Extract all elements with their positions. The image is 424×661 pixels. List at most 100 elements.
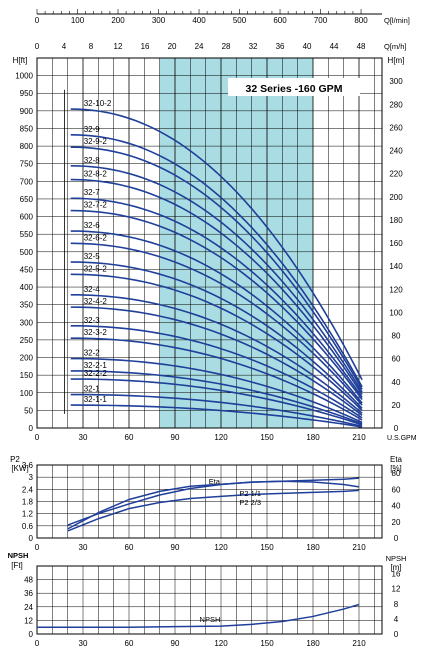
q-m3h-tick-label: 20 <box>168 42 177 51</box>
main-y-left-tick-label: 150 <box>20 371 34 380</box>
eta-y-right-label: Eta <box>390 455 403 464</box>
main-y-left-tick-label: 1000 <box>15 72 33 81</box>
main-y-right-label: H[m] <box>388 56 405 65</box>
q-m3h-tick-label: 0 <box>35 42 40 51</box>
p2-y-right-tick-label: 0 <box>394 534 399 543</box>
q-m3h-tick-label: 12 <box>114 42 123 51</box>
npsh-y-left-title: NPSH <box>8 551 29 560</box>
p2-y-left-tick-label: 2.4 <box>22 485 34 494</box>
npsh-x-tick-label: 60 <box>125 639 134 648</box>
series-label-32-1-1: 32-1-1 <box>84 395 108 404</box>
npsh-y-left-tick-label: 12 <box>24 616 33 625</box>
p2-y-left-tick-label: 0.6 <box>22 522 34 531</box>
series-label-32-7: 32-7 <box>84 188 101 197</box>
npsh-y-right-tick-label: 12 <box>392 585 401 594</box>
main-x-tick-label: 90 <box>171 433 180 442</box>
hq-curve-32-7-2 <box>70 209 363 400</box>
main-x-tick-label: 30 <box>79 433 88 442</box>
main-y-right-tick-label: 140 <box>389 262 403 271</box>
main-x-tick-label: 150 <box>260 433 274 442</box>
npsh-y-right-tick-label: 8 <box>394 600 399 609</box>
hq-curve-32-5-2 <box>70 273 363 411</box>
q-m3h-tick-label: 16 <box>141 42 150 51</box>
main-y-left-tick-label: 350 <box>20 301 34 310</box>
p2-y-right-tick-label: 40 <box>392 502 401 511</box>
series-label-32-1: 32-1 <box>84 385 101 394</box>
series-label-32-5: 32-5 <box>84 252 101 261</box>
hq-curve-32-2-2 <box>70 378 363 426</box>
q-m3h-tick-label: 36 <box>276 42 285 51</box>
main-y-right-tick-label: 60 <box>392 355 401 364</box>
npsh-y-left-tick-label: 48 <box>24 576 33 585</box>
p2-y-left-tick-label: 1.8 <box>22 498 34 507</box>
q-lmin-tick-label: 600 <box>273 16 287 25</box>
main-y-right-tick-label: 40 <box>392 378 401 387</box>
npsh-series-label: NPSH <box>200 615 221 624</box>
main-y-right-tick-label: 20 <box>392 401 401 410</box>
series-label-32-7-2: 32-7-2 <box>84 201 108 210</box>
main-y-right-tick-label: 220 <box>389 170 403 179</box>
p2-y-left-tick-label: 0 <box>29 534 34 543</box>
main-y-left-tick-label: 50 <box>24 406 33 415</box>
hq-curve-32-1-1 <box>70 404 363 428</box>
hq-curve-32-1 <box>70 393 363 428</box>
npsh-y-right-label: NPSH <box>386 554 407 563</box>
p2-x-tick-label: 0 <box>35 543 40 552</box>
hq-curve-32-4-2 <box>70 306 363 416</box>
p2-curve-Eta <box>67 480 360 526</box>
p2-x-tick-label: 60 <box>125 543 134 552</box>
main-y-right-tick-label: 180 <box>389 216 403 225</box>
series-label-32-9: 32-9 <box>84 125 101 134</box>
p2-x-tick-label: 180 <box>306 543 320 552</box>
main-y-right-tick-label: 260 <box>389 123 403 132</box>
q-lmin-tick-label: 100 <box>71 16 85 25</box>
npsh-x-tick-label: 120 <box>214 639 228 648</box>
hq-curve-32-4 <box>70 294 363 414</box>
p2-x-tick-label: 120 <box>214 543 228 552</box>
q-lmin-tick-label: 500 <box>233 16 247 25</box>
main-y-left-tick-label: 800 <box>20 142 34 151</box>
main-y-left-tick-label: 750 <box>20 160 34 169</box>
main-y-right-tick-label: 0 <box>394 424 399 433</box>
p2-y-right-tick-label: 80 <box>392 469 401 478</box>
npsh-x-tick-label: 180 <box>306 639 320 648</box>
main-y-left-tick-label: 650 <box>20 195 34 204</box>
npsh-x-tick-label: 0 <box>35 639 40 648</box>
hq-curve-32-8-2 <box>70 178 363 395</box>
main-y-left-tick-label: 550 <box>20 230 34 239</box>
main-y-right-tick-label: 160 <box>389 239 403 248</box>
main-y-left-label: H[ft] <box>13 56 28 65</box>
p2-plot-frame <box>36 464 383 539</box>
hq-curve-32-6-2 <box>70 242 363 406</box>
p2-y-left-label: P2 <box>10 455 20 464</box>
main-x-unit-label: U.S.GPM <box>387 435 417 442</box>
p2-x-tick-label: 30 <box>79 543 88 552</box>
hq-curve-32-5 <box>70 261 363 409</box>
main-x-tick-label: 120 <box>214 433 228 442</box>
npsh-curve <box>37 603 360 628</box>
hq-curve-32-6 <box>70 230 363 404</box>
series-label-32-2-1: 32-2-1 <box>84 361 108 370</box>
main-y-left-tick-label: 200 <box>20 354 34 363</box>
series-label-32-2: 32-2 <box>84 349 101 358</box>
p2-two-thirds-series-label: P2 2/3 <box>239 498 261 507</box>
series-label-32-5-2: 32-5-2 <box>84 264 108 273</box>
q-lmin-tick-label: 200 <box>111 16 125 25</box>
q-m3h-tick-label: 48 <box>357 42 366 51</box>
series-label-32-3: 32-3 <box>84 316 101 325</box>
main-plot-frame <box>36 57 383 429</box>
p2-y-right-tick-label: 20 <box>392 518 401 527</box>
main-y-right-tick-label: 80 <box>392 332 401 341</box>
main-y-left-tick-label: 850 <box>20 124 34 133</box>
npsh-y-left-tick-label: 36 <box>24 589 33 598</box>
hq-curve-32-9-2 <box>70 146 363 390</box>
title-box <box>228 78 360 96</box>
main-y-right-tick-label: 200 <box>389 193 403 202</box>
q-lmin-unit-label: Q[l/min] <box>384 16 410 25</box>
hq-curve-32-3 <box>70 325 363 419</box>
eta-y-right-unit-label: [%] <box>390 464 402 473</box>
main-y-left-tick-label: 100 <box>20 389 34 398</box>
npsh-x-tick-label: 210 <box>352 639 366 648</box>
q-lmin-tick-label: 300 <box>152 16 166 25</box>
